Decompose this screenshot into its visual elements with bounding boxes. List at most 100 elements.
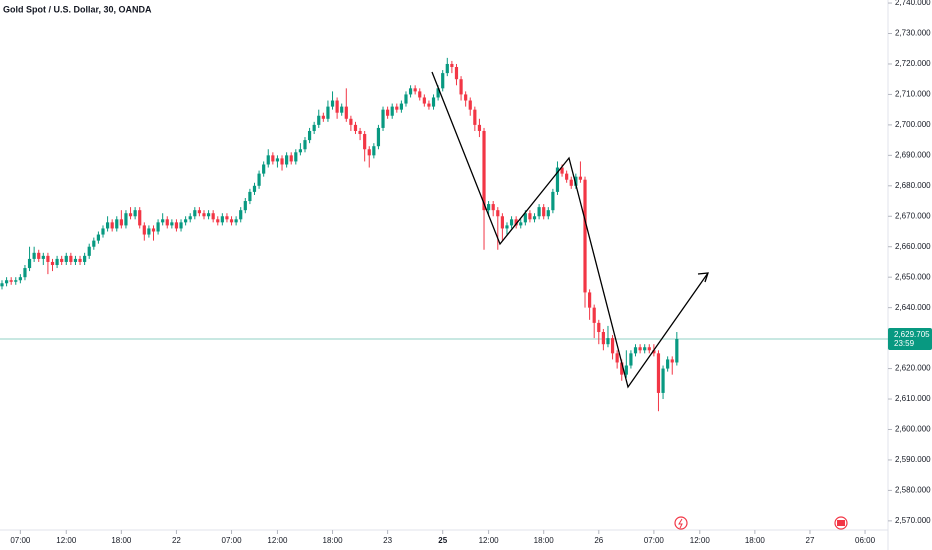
arrow-head [697, 272, 709, 283]
candle-body [252, 185, 257, 192]
candle-body [418, 91, 422, 98]
candle-body [675, 339, 679, 363]
candle-body [303, 140, 307, 150]
candle-body [390, 106, 394, 116]
candle-body [601, 332, 605, 345]
candle-body [353, 124, 358, 131]
candle-body [239, 210, 243, 220]
candle-body [464, 94, 468, 101]
candle-body [624, 365, 628, 375]
candle-body [372, 146, 376, 156]
candle-body [597, 322, 601, 333]
candle-body [78, 258, 82, 262]
y-tick-label: 2,680.000 [895, 181, 931, 190]
candle-body [381, 109, 385, 128]
candle-body [542, 207, 546, 217]
candle-body [468, 100, 472, 110]
candle-body [312, 124, 316, 131]
candle-body [294, 152, 298, 162]
candle-body [179, 222, 183, 229]
candle-body [317, 115, 321, 125]
y-tick-label: 2,670.000 [895, 211, 931, 220]
event-icon-bolt [678, 518, 683, 529]
candle-body [220, 216, 224, 223]
candle-body [652, 350, 656, 354]
price-badge-label: 2,629.705 [894, 330, 930, 339]
price-badge-countdown: 23:59 [894, 339, 915, 348]
candle-body [46, 255, 50, 262]
candle-body [386, 109, 390, 116]
y-tick-label: 2,740.000 [895, 0, 931, 7]
candle-body [454, 67, 459, 80]
candle-body [225, 216, 229, 220]
candle-body [413, 88, 417, 92]
y-tick-label: 2,580.000 [895, 486, 931, 495]
candle-body [92, 240, 96, 247]
candle-body [37, 252, 41, 259]
flag-icon [834, 516, 848, 530]
candle-body [174, 222, 179, 229]
candle-body [629, 353, 633, 366]
candle-body [569, 179, 573, 186]
candle-body [50, 261, 55, 265]
candle-body [138, 210, 142, 226]
candle-body [487, 204, 491, 211]
event-icon [674, 516, 688, 530]
candle-body [656, 353, 661, 393]
candle-body [344, 106, 348, 119]
candle-body [514, 219, 518, 226]
y-tick-label: 2,570.000 [895, 516, 931, 525]
candle-body [670, 359, 674, 363]
candle-body [188, 216, 192, 220]
candle-body [243, 201, 247, 211]
candle-body [170, 222, 174, 226]
x-tick-label: 12:00 [267, 536, 288, 545]
candle-body [266, 155, 270, 165]
x-tick-label: 18:00 [111, 536, 132, 545]
candle-body [110, 222, 114, 229]
candle-body [271, 155, 275, 162]
candle-body [588, 292, 592, 308]
candle-body [537, 207, 541, 217]
candle-body [583, 179, 587, 293]
y-tick-label: 2,660.000 [895, 242, 931, 251]
candle-body [555, 167, 560, 192]
candle-body [18, 277, 22, 281]
candle-body [422, 97, 426, 104]
candle-body [156, 222, 160, 232]
candle-body [408, 88, 413, 95]
candle-body [491, 204, 495, 211]
candle-body [55, 258, 59, 265]
candle-body [326, 106, 330, 119]
candle-body [87, 246, 91, 256]
x-tick-label: 07:00 [644, 536, 665, 545]
candle-body [330, 100, 335, 107]
candle-body [367, 149, 371, 156]
candle-body [661, 368, 665, 393]
x-tick-label: 06:00 [855, 536, 876, 545]
x-tick-label: 12:00 [56, 536, 77, 545]
candle-body [340, 106, 344, 113]
candle-body [376, 127, 381, 147]
candle-body [395, 106, 399, 110]
candle-body [592, 307, 596, 323]
candle-body [496, 210, 500, 217]
candle-body [105, 222, 110, 229]
candle-body [27, 258, 32, 269]
x-tick-label: 27 [806, 536, 815, 545]
candle-body [560, 167, 564, 174]
candle-body [358, 130, 362, 135]
candle-body [532, 216, 537, 220]
candle-body [610, 338, 615, 354]
x-tick-label: 07:00 [10, 536, 31, 545]
candle-body [184, 219, 188, 223]
candle-body [578, 176, 583, 180]
candle-body [647, 347, 651, 351]
y-tick-label: 2,700.000 [895, 120, 931, 129]
candle-body [142, 225, 146, 235]
candle-body [211, 213, 215, 220]
candle-body [482, 130, 486, 211]
candle-body [197, 210, 201, 214]
candle-body [257, 173, 261, 186]
y-tick-label: 2,640.000 [895, 303, 931, 312]
